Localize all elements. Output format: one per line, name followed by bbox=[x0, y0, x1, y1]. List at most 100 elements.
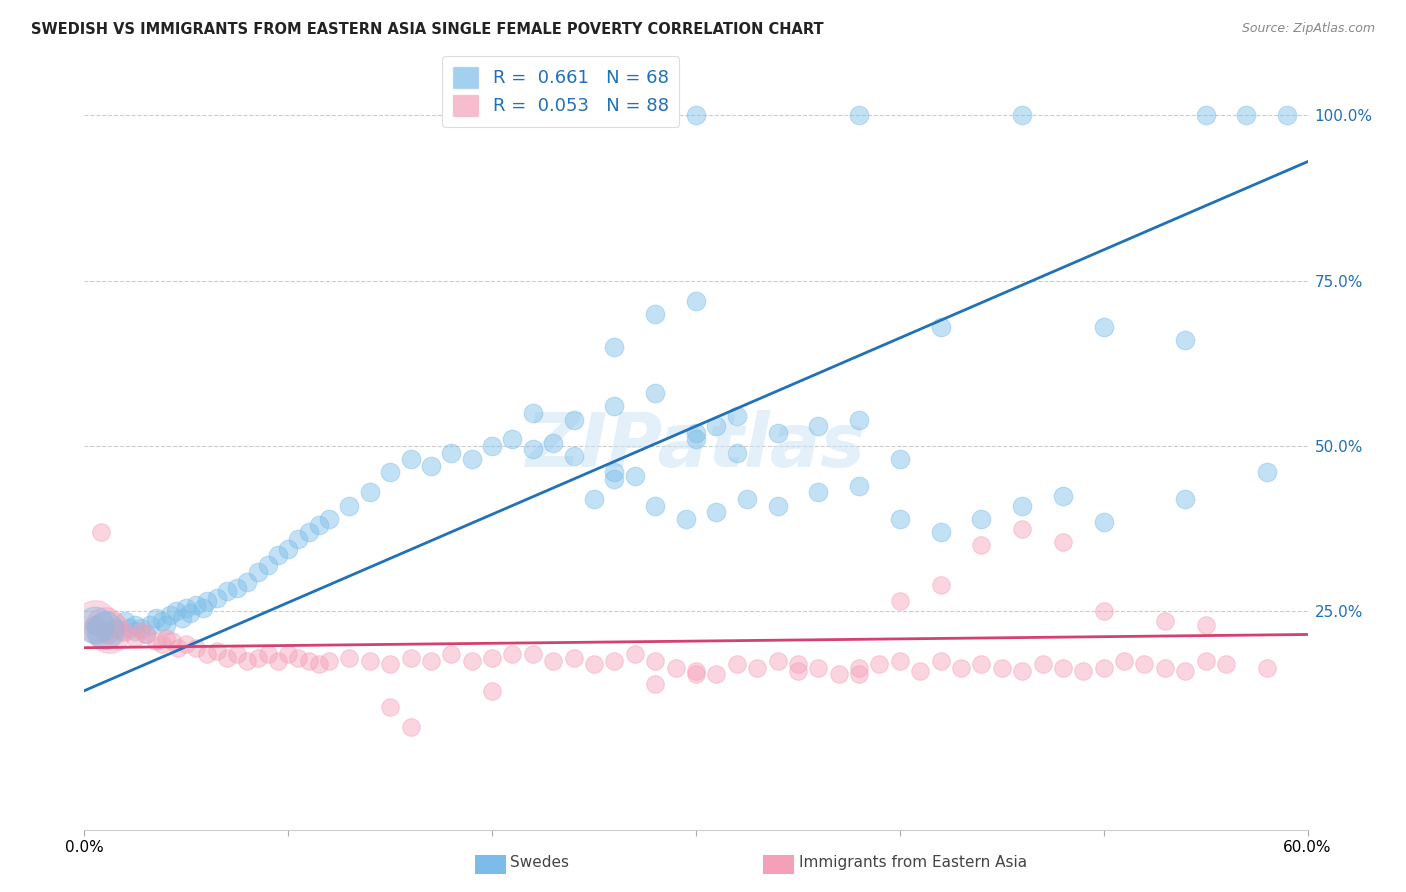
Point bbox=[267, 548, 290, 562]
Point bbox=[380, 466, 402, 480]
Point bbox=[110, 624, 132, 639]
Point bbox=[1256, 660, 1278, 674]
Point bbox=[461, 654, 484, 668]
Point bbox=[179, 606, 201, 620]
Point bbox=[644, 307, 666, 321]
Point bbox=[1256, 466, 1278, 480]
Point bbox=[807, 660, 830, 674]
Point bbox=[124, 624, 146, 639]
Point bbox=[135, 627, 157, 641]
Point bbox=[83, 614, 105, 628]
Point bbox=[93, 621, 115, 635]
Point bbox=[1011, 499, 1033, 513]
Point bbox=[543, 435, 565, 450]
Point bbox=[766, 425, 789, 440]
Point bbox=[1092, 320, 1115, 334]
Point bbox=[298, 654, 321, 668]
Point bbox=[114, 614, 136, 628]
Point bbox=[339, 650, 361, 665]
Point bbox=[807, 419, 830, 434]
Point bbox=[1092, 660, 1115, 674]
Point bbox=[889, 594, 911, 608]
Point bbox=[380, 700, 402, 714]
Point bbox=[644, 499, 666, 513]
Point bbox=[1011, 522, 1033, 536]
Point bbox=[90, 524, 112, 539]
Point bbox=[685, 108, 707, 122]
Point bbox=[848, 412, 870, 426]
Point bbox=[603, 340, 626, 354]
Point bbox=[287, 532, 309, 546]
Point bbox=[145, 634, 167, 648]
Text: ZIPatlas: ZIPatlas bbox=[526, 409, 866, 483]
Point bbox=[93, 623, 115, 637]
Point bbox=[685, 667, 707, 681]
Point bbox=[889, 512, 911, 526]
Point bbox=[766, 499, 789, 513]
Point bbox=[118, 621, 141, 635]
Point bbox=[1133, 657, 1156, 672]
Point bbox=[174, 637, 197, 651]
Point bbox=[339, 499, 361, 513]
Point bbox=[1114, 654, 1136, 668]
Point bbox=[481, 683, 503, 698]
Point bbox=[167, 640, 190, 655]
Point bbox=[950, 660, 973, 674]
Point bbox=[205, 591, 228, 606]
Point bbox=[1174, 333, 1197, 347]
Point bbox=[1052, 534, 1074, 549]
Point bbox=[359, 485, 381, 500]
Point bbox=[145, 611, 167, 625]
Point bbox=[1277, 108, 1299, 122]
Point bbox=[191, 601, 214, 615]
Point bbox=[644, 386, 666, 401]
Point bbox=[318, 512, 340, 526]
Point bbox=[124, 631, 146, 645]
Point bbox=[1032, 657, 1054, 672]
Point bbox=[172, 611, 194, 625]
Point bbox=[929, 524, 952, 539]
Point bbox=[685, 425, 707, 440]
Point bbox=[104, 621, 127, 635]
Point bbox=[685, 664, 707, 678]
Point bbox=[174, 601, 197, 615]
Point bbox=[399, 650, 422, 665]
Point bbox=[603, 472, 626, 486]
Text: Swedes: Swedes bbox=[510, 855, 569, 870]
Point bbox=[83, 617, 105, 632]
Point bbox=[277, 648, 299, 662]
Point bbox=[522, 648, 544, 662]
Point bbox=[97, 627, 120, 641]
Point bbox=[83, 617, 105, 632]
Point bbox=[257, 558, 280, 572]
Point bbox=[543, 654, 565, 668]
Point bbox=[991, 660, 1014, 674]
Point bbox=[205, 644, 228, 658]
Point bbox=[583, 657, 606, 672]
Point bbox=[603, 400, 626, 414]
Point bbox=[562, 449, 585, 463]
Point bbox=[735, 491, 758, 506]
Point bbox=[1236, 108, 1258, 122]
Point bbox=[502, 433, 524, 447]
Point bbox=[725, 445, 748, 459]
Point bbox=[562, 650, 585, 665]
Point bbox=[159, 607, 181, 622]
Point bbox=[399, 720, 422, 734]
Point bbox=[1195, 654, 1218, 668]
Point bbox=[929, 578, 952, 592]
Point bbox=[114, 625, 136, 640]
Point bbox=[217, 584, 239, 599]
Point bbox=[226, 581, 249, 595]
Point bbox=[195, 594, 218, 608]
Point bbox=[970, 512, 993, 526]
Point bbox=[420, 458, 443, 473]
Point bbox=[706, 419, 728, 434]
Point bbox=[186, 598, 208, 612]
Point bbox=[1215, 657, 1237, 672]
Point bbox=[665, 660, 688, 674]
Point bbox=[970, 657, 993, 672]
Point bbox=[226, 648, 249, 662]
Point bbox=[308, 518, 330, 533]
Point bbox=[236, 654, 259, 668]
